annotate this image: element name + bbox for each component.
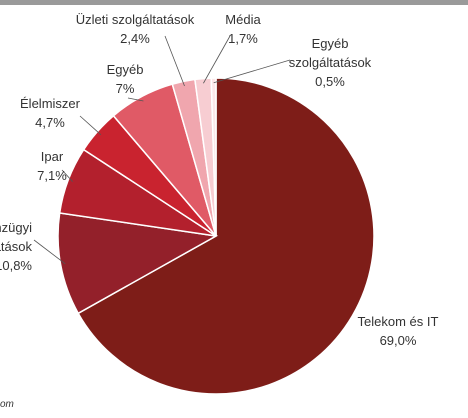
category-label: Élelmiszer xyxy=(20,96,80,111)
category-label: Egyéb xyxy=(106,62,144,77)
category-label: Ipar xyxy=(40,149,64,164)
value-label: 7% xyxy=(115,81,135,96)
leader-line xyxy=(61,169,73,182)
value-label: 4,7% xyxy=(35,115,65,130)
value-label: 10,8% xyxy=(0,258,32,273)
slice-label: Pénzügyi szolgáltatások 10,8% xyxy=(0,218,32,275)
value-label: 0,5% xyxy=(315,74,345,89)
leader-line xyxy=(127,97,144,102)
leader-line xyxy=(33,239,66,265)
category-label: Média xyxy=(225,12,261,27)
leader-line xyxy=(79,115,102,136)
slice-label: Üzleti szolgáltatások 2,4% xyxy=(55,10,215,48)
slice-label: Élelmiszer 4,7% xyxy=(0,94,100,132)
value-label: 69,0% xyxy=(379,333,417,348)
slice-label: Ipar 7,1% xyxy=(0,147,104,185)
top-bar xyxy=(0,0,468,5)
category-label: Üzleti szolgáltatások xyxy=(75,12,195,27)
slice-label: Telekom és IT 69,0% xyxy=(338,312,458,350)
pie-slice xyxy=(210,77,217,237)
pie-slice xyxy=(57,212,219,315)
leader-line xyxy=(213,59,291,84)
leader-line xyxy=(203,35,231,84)
source-note: om xyxy=(0,399,14,410)
pie-slice xyxy=(77,77,375,395)
slice-label: Média 1,7% xyxy=(203,10,283,48)
category-label: Telekom és IT xyxy=(357,314,439,329)
value-label: 7,1% xyxy=(37,168,67,183)
slice-label: Egyéb szolgáltatások 0,5% xyxy=(270,34,390,91)
leader-line xyxy=(164,35,185,87)
slice-label: Egyéb 7% xyxy=(75,60,175,98)
category-label: Egyéb szolgáltatások xyxy=(288,36,372,70)
category-label: Pénzügyi szolgáltatások xyxy=(0,220,32,254)
value-label: 2,4% xyxy=(120,31,150,46)
value-label: 1,7% xyxy=(228,31,258,46)
